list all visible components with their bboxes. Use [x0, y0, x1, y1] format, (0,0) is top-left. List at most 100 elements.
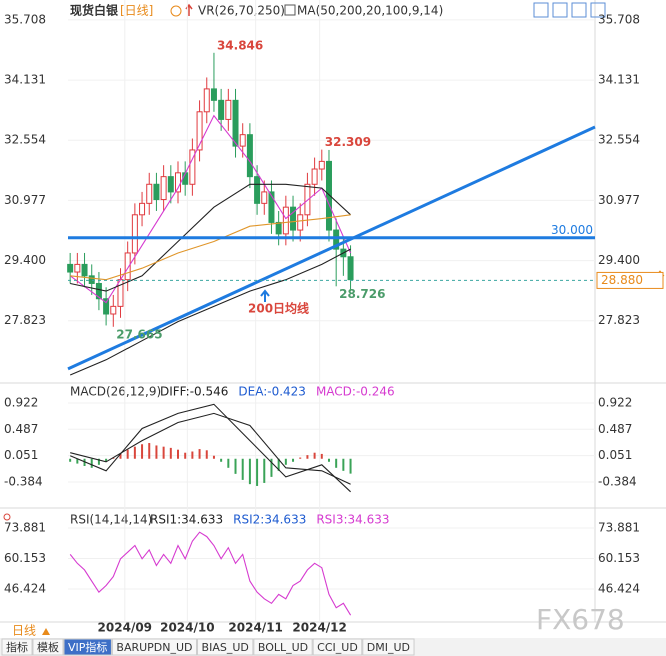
y-tick-label: 30.977	[598, 193, 640, 207]
symbol: 现货白银	[70, 3, 119, 18]
candle-body	[196, 111, 203, 151]
y-tick-label: 0.487	[598, 422, 632, 436]
line	[70, 183, 351, 292]
candle-body	[225, 99, 232, 120]
y-tick-label: 46.424	[598, 581, 640, 595]
tab-background	[111, 638, 198, 656]
line	[69, 403, 351, 493]
tab[interactable]: 模板	[32, 638, 64, 656]
tab[interactable]: DMI_UD	[362, 638, 415, 656]
icon-button[interactable]	[590, 2, 606, 18]
candle-body	[110, 305, 117, 315]
icon-button[interactable]	[552, 2, 568, 18]
candle-body	[290, 206, 297, 231]
candle-body	[239, 134, 246, 147]
candle-body	[189, 149, 196, 185]
ma-icon	[284, 4, 296, 16]
tab[interactable]: 指标	[1, 638, 33, 656]
y-tick-label: -0.384	[598, 474, 637, 488]
x-tick-label: 2024/09	[98, 621, 152, 635]
tab[interactable]: BOLL_UD	[253, 638, 313, 656]
y-tick-label: 60.153	[598, 551, 640, 565]
y-tick-label: 34.131	[598, 73, 640, 87]
y-tick-label: 32.554	[598, 133, 640, 147]
candle-body	[160, 176, 167, 201]
tab-background	[197, 638, 254, 656]
tab-label: 指标	[6, 640, 28, 654]
line	[67, 125, 596, 371]
candle-body	[347, 256, 354, 281]
legend-entry: RSI1:34.633	[150, 513, 223, 527]
indicator-vr: VR(26,70,250)	[198, 4, 285, 18]
y-tick-label: 0.487	[4, 422, 38, 436]
candle-body	[81, 263, 88, 277]
y-tick-label: 27.823	[4, 313, 46, 327]
tab-label: 模板	[37, 640, 59, 654]
candle-body	[103, 298, 110, 315]
legend-entry: DIFF:-0.546	[160, 385, 228, 399]
candle-body	[218, 99, 225, 120]
candle-body	[232, 99, 239, 147]
annotation: 200日均线	[248, 301, 309, 316]
annotation: 28.726	[339, 287, 385, 301]
candle-body	[203, 88, 210, 113]
annotation-arrow	[260, 289, 270, 302]
candle-body	[210, 88, 217, 101]
line	[69, 531, 352, 616]
tab[interactable]: BIAS_UD	[197, 638, 254, 656]
legend-entry: RSI2:34.633	[233, 513, 306, 527]
legend-entry: MACD:-0.246	[316, 385, 395, 399]
tab-background	[63, 638, 112, 656]
y-tick-label: 0.922	[598, 396, 632, 410]
indicator-ma: MA(50,200,20,100,9,14)	[297, 4, 443, 18]
tab-label: BOLL_UD	[258, 641, 308, 654]
legend-entry: RSI3:34.633	[316, 513, 389, 527]
y-tick-label: 46.424	[4, 581, 46, 595]
line	[69, 114, 352, 304]
candle-body	[304, 183, 311, 216]
period-switch[interactable]: 日线	[12, 624, 36, 638]
y-tick-label: 60.153	[4, 551, 46, 565]
tab-background	[1, 638, 33, 656]
candle-body	[146, 183, 153, 204]
settings-icon[interactable]	[170, 5, 182, 17]
candle-body	[74, 263, 81, 273]
candle-body	[139, 202, 146, 216]
annotation: 34.846	[217, 38, 263, 52]
panel-icon[interactable]	[3, 513, 11, 521]
annotation: 32.309	[325, 135, 371, 149]
y-tick-label: 73.881	[598, 520, 640, 534]
legend-entry: DEA:-0.423	[238, 385, 306, 399]
candle-body	[318, 160, 325, 170]
tab-label: CCI_UD	[317, 641, 358, 654]
tab-background	[312, 638, 363, 656]
icon-button[interactable]	[533, 2, 549, 18]
tab[interactable]: VIP指标	[63, 638, 112, 656]
y-tick-label: 73.881	[4, 520, 46, 534]
y-tick-label: 35.708	[4, 12, 46, 26]
tab-background	[362, 638, 415, 656]
period: [日线]	[120, 4, 153, 18]
tab-label: BARUPDN_UD	[116, 641, 192, 654]
icon-button[interactable]	[571, 2, 587, 18]
price-label-box	[596, 271, 664, 289]
candle-body	[325, 160, 332, 231]
tab-label: DMI_UD	[367, 641, 410, 654]
tab[interactable]: CCI_UD	[312, 638, 363, 656]
candle-body	[333, 229, 340, 250]
watermark: FX678	[536, 603, 625, 636]
y-tick-label: 29.400	[598, 253, 640, 267]
candle-body	[153, 183, 160, 201]
candle-body	[246, 134, 253, 178]
line	[69, 248, 351, 376]
tabs: 指标 模板 VIP指标 BARUPDN_UD BIAS_UD BOLL_UD CCI_UD D…	[1, 638, 415, 656]
y-tick-label: 35.708	[598, 12, 640, 26]
y-tick-label: 32.554	[4, 133, 46, 147]
y-tick-label: 0.922	[4, 396, 38, 410]
candle-body	[88, 275, 95, 284]
period-arrow[interactable]	[42, 628, 50, 635]
tab[interactable]: BARUPDN_UD	[111, 638, 198, 656]
candle-body	[124, 252, 131, 281]
